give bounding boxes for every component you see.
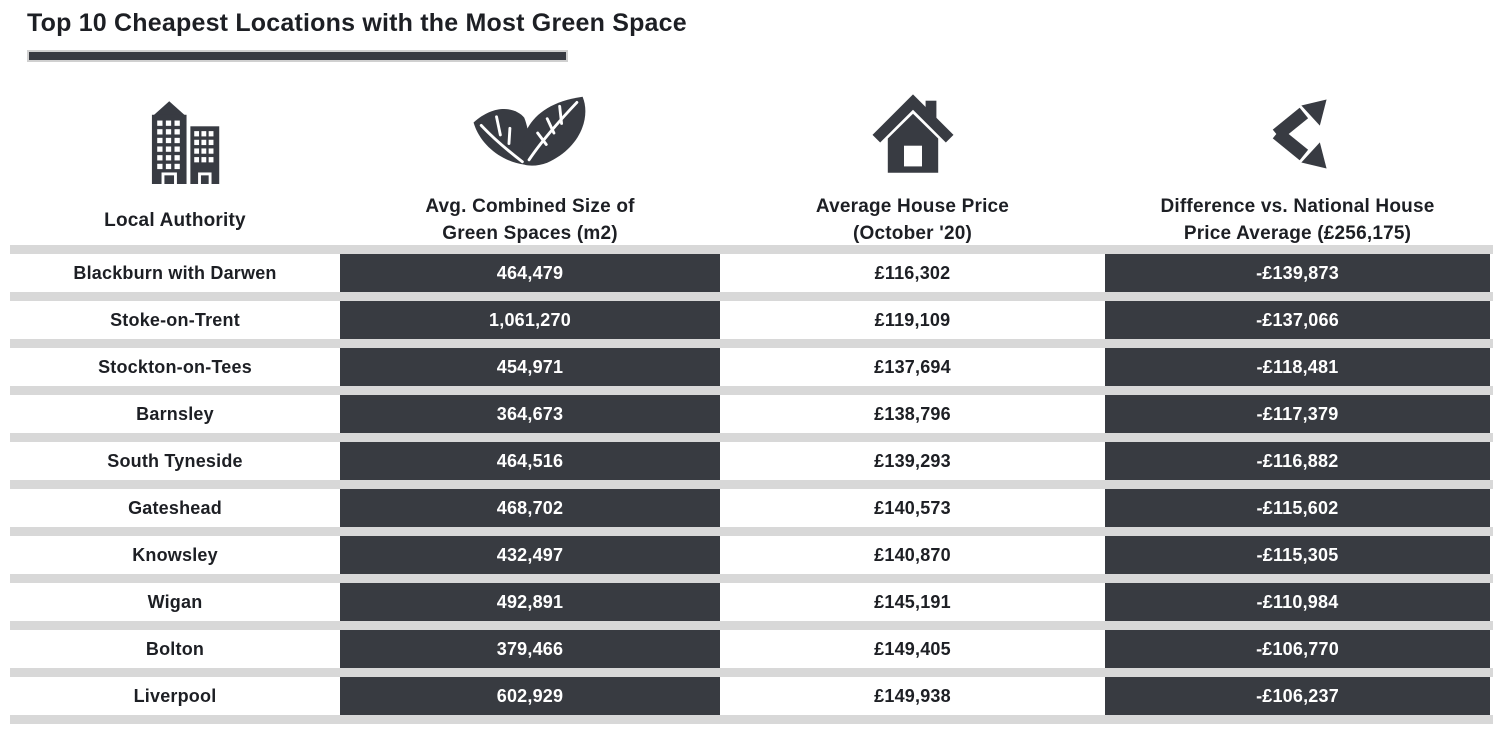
header-label-line: Price Average (£256,175) (1183, 223, 1412, 244)
authority-cell: Liverpool (10, 677, 340, 715)
price-cell: £140,870 (720, 536, 1105, 574)
green-space-cell: 468,702 (340, 489, 720, 527)
table-row: Blackburn with Darwen 464,479 £116,302 -… (10, 254, 1493, 292)
header-label-line: (October '20) (852, 223, 972, 244)
green-space-cell: 464,479 (340, 254, 720, 292)
row-separator (10, 527, 1493, 536)
price-cell: £140,573 (720, 489, 1105, 527)
price-cell: £137,694 (720, 348, 1105, 386)
authority-cell: Stockton-on-Tees (10, 348, 340, 386)
green-space-cell: 379,466 (340, 630, 720, 668)
difference-cell: -£106,770 (1105, 630, 1490, 668)
header-label-line: Difference vs. National House (1160, 196, 1435, 217)
column-header-label: Average House Price (October '20) (816, 192, 1009, 248)
green-space-cell: 454,971 (340, 348, 720, 386)
column-header-price-difference: Difference vs. National House Price Aver… (1105, 84, 1490, 248)
green-space-cell: 602,929 (340, 677, 720, 715)
table-row: South Tyneside 464,516 £139,293 -£116,88… (10, 442, 1493, 480)
authority-cell: Gateshead (10, 489, 340, 527)
table-row: Barnsley 364,673 £138,796 -£117,379 (10, 395, 1493, 433)
row-separator (10, 621, 1493, 630)
difference-cell: -£115,602 (1105, 489, 1490, 527)
data-table: Blackburn with Darwen 464,479 £116,302 -… (10, 245, 1493, 724)
green-space-cell: 464,516 (340, 442, 720, 480)
price-cell: £138,796 (720, 395, 1105, 433)
table-header-row: Local Authority (10, 84, 1490, 245)
table-row: Stockton-on-Tees 454,971 £137,694 -£118,… (10, 348, 1493, 386)
difference-cell: -£106,237 (1105, 677, 1490, 715)
buildings-icon (125, 84, 225, 184)
difference-cell: -£118,481 (1105, 348, 1490, 386)
split-arrows-icon (1256, 84, 1340, 184)
row-separator (10, 668, 1493, 677)
price-cell: £119,109 (720, 301, 1105, 339)
table-row: Gateshead 468,702 £140,573 -£115,602 (10, 489, 1493, 527)
row-separator (10, 433, 1493, 442)
authority-cell: Bolton (10, 630, 340, 668)
column-header-house-price: Average House Price (October '20) (720, 84, 1105, 248)
row-separator (10, 339, 1493, 348)
table-row: Knowsley 432,497 £140,870 -£115,305 (10, 536, 1493, 574)
price-cell: £149,405 (720, 630, 1105, 668)
price-cell: £116,302 (720, 254, 1105, 292)
header-label-line: Avg. Combined Size of (425, 196, 635, 217)
house-icon (867, 84, 959, 184)
difference-cell: -£139,873 (1105, 254, 1490, 292)
table-row: Stoke-on-Trent 1,061,270 £119,109 -£137,… (10, 301, 1493, 339)
price-cell: £149,938 (720, 677, 1105, 715)
row-separator (10, 480, 1493, 489)
row-separator (10, 292, 1493, 301)
header-label-line: Local Authority (104, 209, 246, 231)
price-cell: £145,191 (720, 583, 1105, 621)
column-header-label: Avg. Combined Size of Green Spaces (m2) (425, 192, 634, 248)
difference-cell: -£137,066 (1105, 301, 1490, 339)
authority-cell: South Tyneside (10, 442, 340, 480)
authority-cell: Barnsley (10, 395, 340, 433)
table-row: Bolton 379,466 £149,405 -£106,770 (10, 630, 1493, 668)
table-row: Wigan 492,891 £145,191 -£110,984 (10, 583, 1493, 621)
difference-cell: -£117,379 (1105, 395, 1490, 433)
difference-cell: -£110,984 (1105, 583, 1490, 621)
difference-cell: -£116,882 (1105, 442, 1490, 480)
leaves-icon (455, 84, 605, 184)
difference-cell: -£115,305 (1105, 536, 1490, 574)
table-row: Liverpool 602,929 £149,938 -£106,237 (10, 677, 1493, 715)
green-space-cell: 1,061,270 (340, 301, 720, 339)
row-separator (10, 715, 1493, 724)
green-space-cell: 364,673 (340, 395, 720, 433)
row-separator (10, 245, 1493, 254)
row-separator (10, 574, 1493, 583)
column-header-local-authority: Local Authority (10, 84, 340, 248)
header-label-line: Green Spaces (m2) (442, 223, 618, 244)
authority-cell: Stoke-on-Trent (10, 301, 340, 339)
authority-cell: Wigan (10, 583, 340, 621)
page-title: Top 10 Cheapest Locations with the Most … (27, 9, 687, 37)
authority-cell: Knowsley (10, 536, 340, 574)
authority-cell: Blackburn with Darwen (10, 254, 340, 292)
price-cell: £139,293 (720, 442, 1105, 480)
row-separator (10, 386, 1493, 395)
column-header-green-space: Avg. Combined Size of Green Spaces (m2) (340, 84, 720, 248)
column-header-label: Difference vs. National House Price Aver… (1161, 192, 1435, 248)
title-underline-bar (27, 50, 568, 62)
header-label-line: Average House Price (815, 196, 1010, 217)
green-space-cell: 492,891 (340, 583, 720, 621)
green-space-cell: 432,497 (340, 536, 720, 574)
column-header-label: Local Authority (104, 192, 246, 248)
